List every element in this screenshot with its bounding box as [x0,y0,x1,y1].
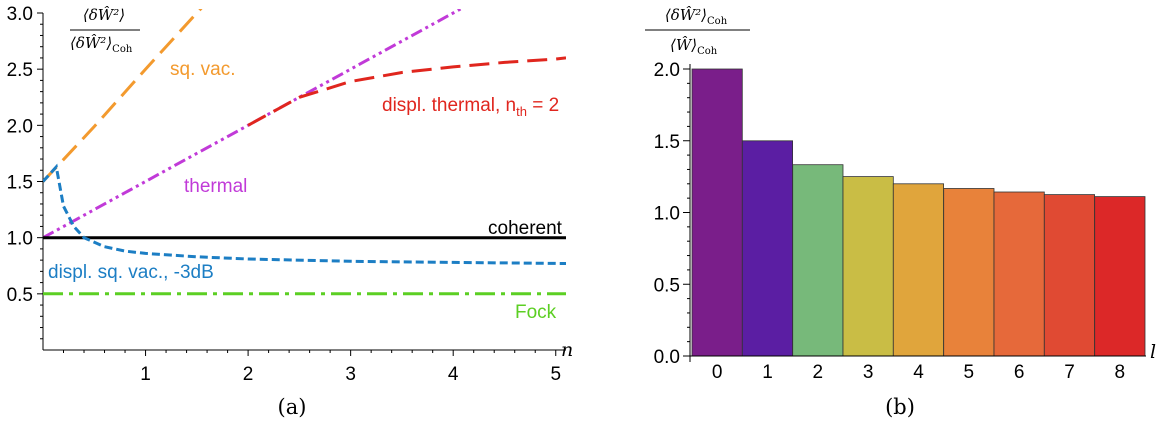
y-label-numerator: ⟨δŴ²⟩ [665,6,707,24]
y-label-numerator: ⟨δŴ²⟩ [83,6,125,24]
y-tick-label: 3.0 [7,4,33,25]
y-label-denominator-sub: Coh [112,44,133,55]
x-tick-label: 5 [550,364,561,385]
x-tick-label: 7 [1064,362,1075,383]
series-line-displ-thermal-n [247,56,566,127]
y-tick-label: 0.5 [654,275,680,296]
bar-1 [741,140,793,357]
bar-4 [892,183,944,357]
x-tick-label: 1 [762,362,773,383]
x-axis-label: l [1150,341,1156,363]
x-tick-label: 0 [712,362,723,383]
y-tick-label: 2.5 [7,60,33,81]
axes: 1 2 3 4 5 0.5 1.0 1.5 2.0 2.5 3.0 [7,4,566,385]
series-labels: sq. vac. thermal displ. thermal, nth = 2… [48,59,563,323]
y-tick-label: 2.0 [654,60,680,81]
x-axis-label: n [561,339,573,361]
series-lines [43,9,566,296]
bar-7 [1043,194,1096,357]
x-tick-label: 6 [1014,362,1025,383]
y-label-denominator: ⟨Ŵ⟩ [670,36,697,54]
y-tick-label: 0.0 [654,347,680,368]
bars [691,68,1146,357]
y-axis-label: ⟨δŴ²⟩Coh ⟨Ŵ⟩Coh [645,6,750,57]
y-label-numerator-sub: Coh [707,16,728,27]
y-tick-label: 0.5 [7,285,33,306]
y-label-denominator-sub: Coh [697,46,718,57]
x-tick-label: 2 [243,364,254,385]
axes: 0.0 0.5 1.0 1.5 2.0 0 1 2 3 4 5 6 7 8 [654,60,1146,383]
bar-2 [792,164,844,357]
x-tick-label: 8 [1115,362,1126,383]
label-coherent: coherent [488,218,563,239]
svg-text:⟨Ŵ⟩Coh: ⟨Ŵ⟩Coh [670,36,718,57]
label-displ-sq-vac: displ. sq. vac., -3dB [48,262,214,283]
y-tick-label: 1.5 [654,132,680,153]
y-label-denominator: ⟨δŴ²⟩ [70,34,112,52]
x-tick-label: 3 [863,362,874,383]
series-line-thermal [43,9,464,240]
bar-3 [842,176,894,357]
y-tick-label: 1.0 [7,229,33,250]
y-tick-label: 1.0 [654,204,680,225]
x-tick-label: 5 [964,362,975,383]
bar-5 [943,188,995,357]
label-displ-thermal: displ. thermal, nth = 2 [382,95,559,119]
y-tick-label: 2.0 [7,116,33,137]
panel-b-caption: (b) [885,395,915,419]
bar-0 [691,68,743,357]
svg-text:⟨δŴ²⟩Coh: ⟨δŴ²⟩Coh [70,34,133,55]
x-tick-label: 3 [345,364,356,385]
series-line-sq-vac [43,9,203,183]
svg-text:⟨δŴ²⟩Coh: ⟨δŴ²⟩Coh [665,6,728,27]
bar-8 [1094,196,1146,357]
x-tick-label: 4 [913,362,924,383]
x-tick-label: 2 [813,362,824,383]
label-sq-vac: sq. vac. [170,59,235,80]
y-axis-label: ⟨δŴ²⟩ ⟨δŴ²⟩Coh [70,6,140,55]
bar-chart-panel: ⟨δŴ²⟩Coh ⟨Ŵ⟩Coh 0.00.51.01.52.00 1 2 3 4 5 6 7 8… [645,6,1156,419]
bar-6 [993,191,1045,357]
label-fock: Fock [515,302,557,323]
panel-a-caption: (a) [278,395,307,419]
series-line-displ-sq-vac-3db [43,163,566,265]
label-thermal: thermal [184,176,247,197]
y-tick-label: 1.5 [7,173,33,194]
line-chart-panel: ⟨δŴ²⟩ ⟨δŴ²⟩Coh 1 2 3 4 50.51.01.52.02.53.0 s… [7,4,574,419]
x-tick-label: 4 [448,364,459,385]
x-tick-label: 1 [140,364,151,385]
